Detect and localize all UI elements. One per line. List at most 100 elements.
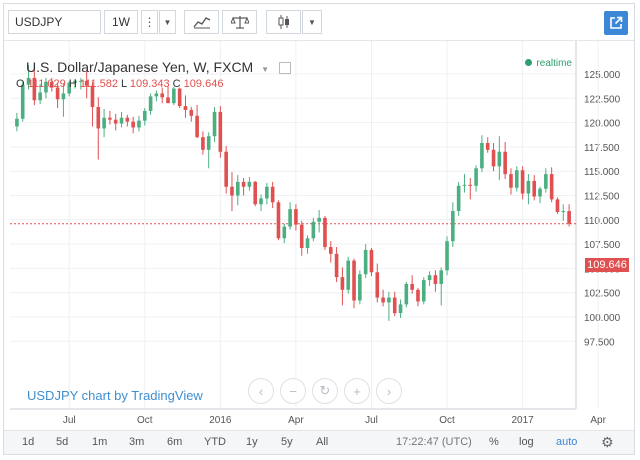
range-5d[interactable]: 5d [56,436,69,448]
candle-body [514,170,519,188]
popout-button[interactable] [604,11,628,35]
candle-body [480,143,484,169]
utc-clock[interactable]: 17:22:47 (UTC) [396,436,472,448]
gear-icon[interactable]: ⚙ [601,434,614,450]
reset-button[interactable]: ↻ [312,378,338,404]
candle-body [26,77,31,85]
settings-square-icon[interactable] [278,62,291,75]
ohlc-c-label: C [172,78,181,90]
candlestick-chart[interactable]: 125.000 122.500 120.000 117.500 115.000 112.5… [4,41,636,427]
candle-body [421,280,426,302]
compare-icon [230,16,249,29]
chevron-right-icon: › [386,383,392,399]
minus-icon: − [289,383,297,399]
ohlc-o-value: 111.029 [27,78,66,90]
legend-ohlc: O 111.029 H 111.582 L 109.343 C 109.646 [16,78,223,90]
candle-body [439,270,444,284]
range-all[interactable]: All [316,436,329,448]
candle-body [212,111,217,137]
more-icon: ⋮ [143,15,156,29]
candle-body [235,181,240,196]
range-3m[interactable]: 3m [129,436,145,448]
candle-body [567,211,571,224]
candle-body [142,110,147,121]
indicators-button[interactable] [184,10,219,34]
more-intervals-button[interactable]: ⋮ [141,10,158,34]
candle-body [346,260,351,290]
zoom-out-button[interactable]: − [280,378,306,404]
ohlc-c-value: 109.646 [183,78,224,90]
candle-body [90,85,95,108]
candle-body [416,289,420,302]
style-dropdown-button[interactable]: ▼ [302,10,322,34]
x-tick-label: Oct [137,415,153,426]
candle-body [544,174,548,189]
tradingview-watermark-link[interactable]: USDJPY chart by TradingView [27,388,203,403]
candle-body [555,199,560,213]
candle-body [549,174,554,200]
candle-body [154,93,159,97]
legend-title: U.S. Dollar/Japanese Yen, W, FXCM ▼ [26,59,291,75]
range-1d[interactable]: 1d [22,436,35,448]
candle-body [462,184,467,186]
candle-body [96,107,101,129]
percent-toggle[interactable]: % [489,436,499,448]
y-tick-label: 110.000 [584,216,620,227]
candle-body [55,87,60,100]
candle-body [206,136,211,150]
x-tick-label: Jul [365,415,378,426]
last-price-tag: 109.646 [585,258,629,272]
candle-body [44,81,48,93]
candle-body [433,275,438,284]
range-1m[interactable]: 1m [92,436,108,448]
candle-body [224,151,228,187]
chart-toolbar: USDJPY 1W ⋮ ▼ [4,4,634,41]
candle-body [15,118,19,127]
candle-body [201,137,205,150]
ohlc-l-value: 109.343 [129,78,170,90]
legend-dropdown-icon[interactable]: ▼ [261,65,270,74]
compare-button[interactable] [222,10,257,34]
ohlc-h-label: H [68,78,77,90]
candle-body [166,97,170,104]
interval-label: 1W [112,15,130,29]
symbol-search-field[interactable]: USDJPY [8,10,101,34]
range-ytd[interactable]: YTD [204,436,226,448]
scroll-right-button[interactable]: › [376,378,402,404]
x-tick-label: Jul [63,415,76,426]
chevron-left-icon: ‹ [258,383,264,399]
candle-body [538,188,542,197]
interval-button[interactable]: 1W [104,10,138,34]
x-tick-label: Oct [439,415,455,426]
candle-body [328,247,333,254]
candle-body [32,77,37,101]
candle-body [561,211,566,213]
auto-toggle[interactable]: auto [556,436,578,448]
log-toggle[interactable]: log [519,436,534,448]
range-5y[interactable]: 5y [281,436,293,448]
candle-body [497,151,502,167]
chart-style-button[interactable] [266,10,301,34]
candle-body [387,297,391,303]
candle-body [358,274,362,301]
candle-body [131,121,135,128]
scroll-left-button[interactable]: ‹ [248,378,274,404]
zoom-in-button[interactable]: + [344,378,370,404]
candle-body [230,186,234,196]
chart-pane[interactable]: 125.000 122.500 120.000 117.500 115.000 112.5… [4,41,634,427]
candle-body [474,168,478,186]
interval-dropdown-button[interactable]: ▼ [159,10,176,34]
candle-body [427,275,432,281]
candle-body [113,119,118,124]
bottom-toolbar: 1d 5d 1m 3m 6m YTD 1y 5y All 17:22:47 (U… [4,430,634,454]
candle-body [340,277,345,290]
range-1y[interactable]: 1y [246,436,258,448]
y-tick-label: 120.000 [584,119,621,130]
y-tick-label: 122.500 [584,94,621,105]
y-tick-label: 112.500 [584,192,620,203]
candle-body [532,180,537,197]
range-6m[interactable]: 6m [167,436,183,448]
candle-body [305,238,310,248]
candle-body [276,202,281,239]
candle-body [311,221,316,239]
